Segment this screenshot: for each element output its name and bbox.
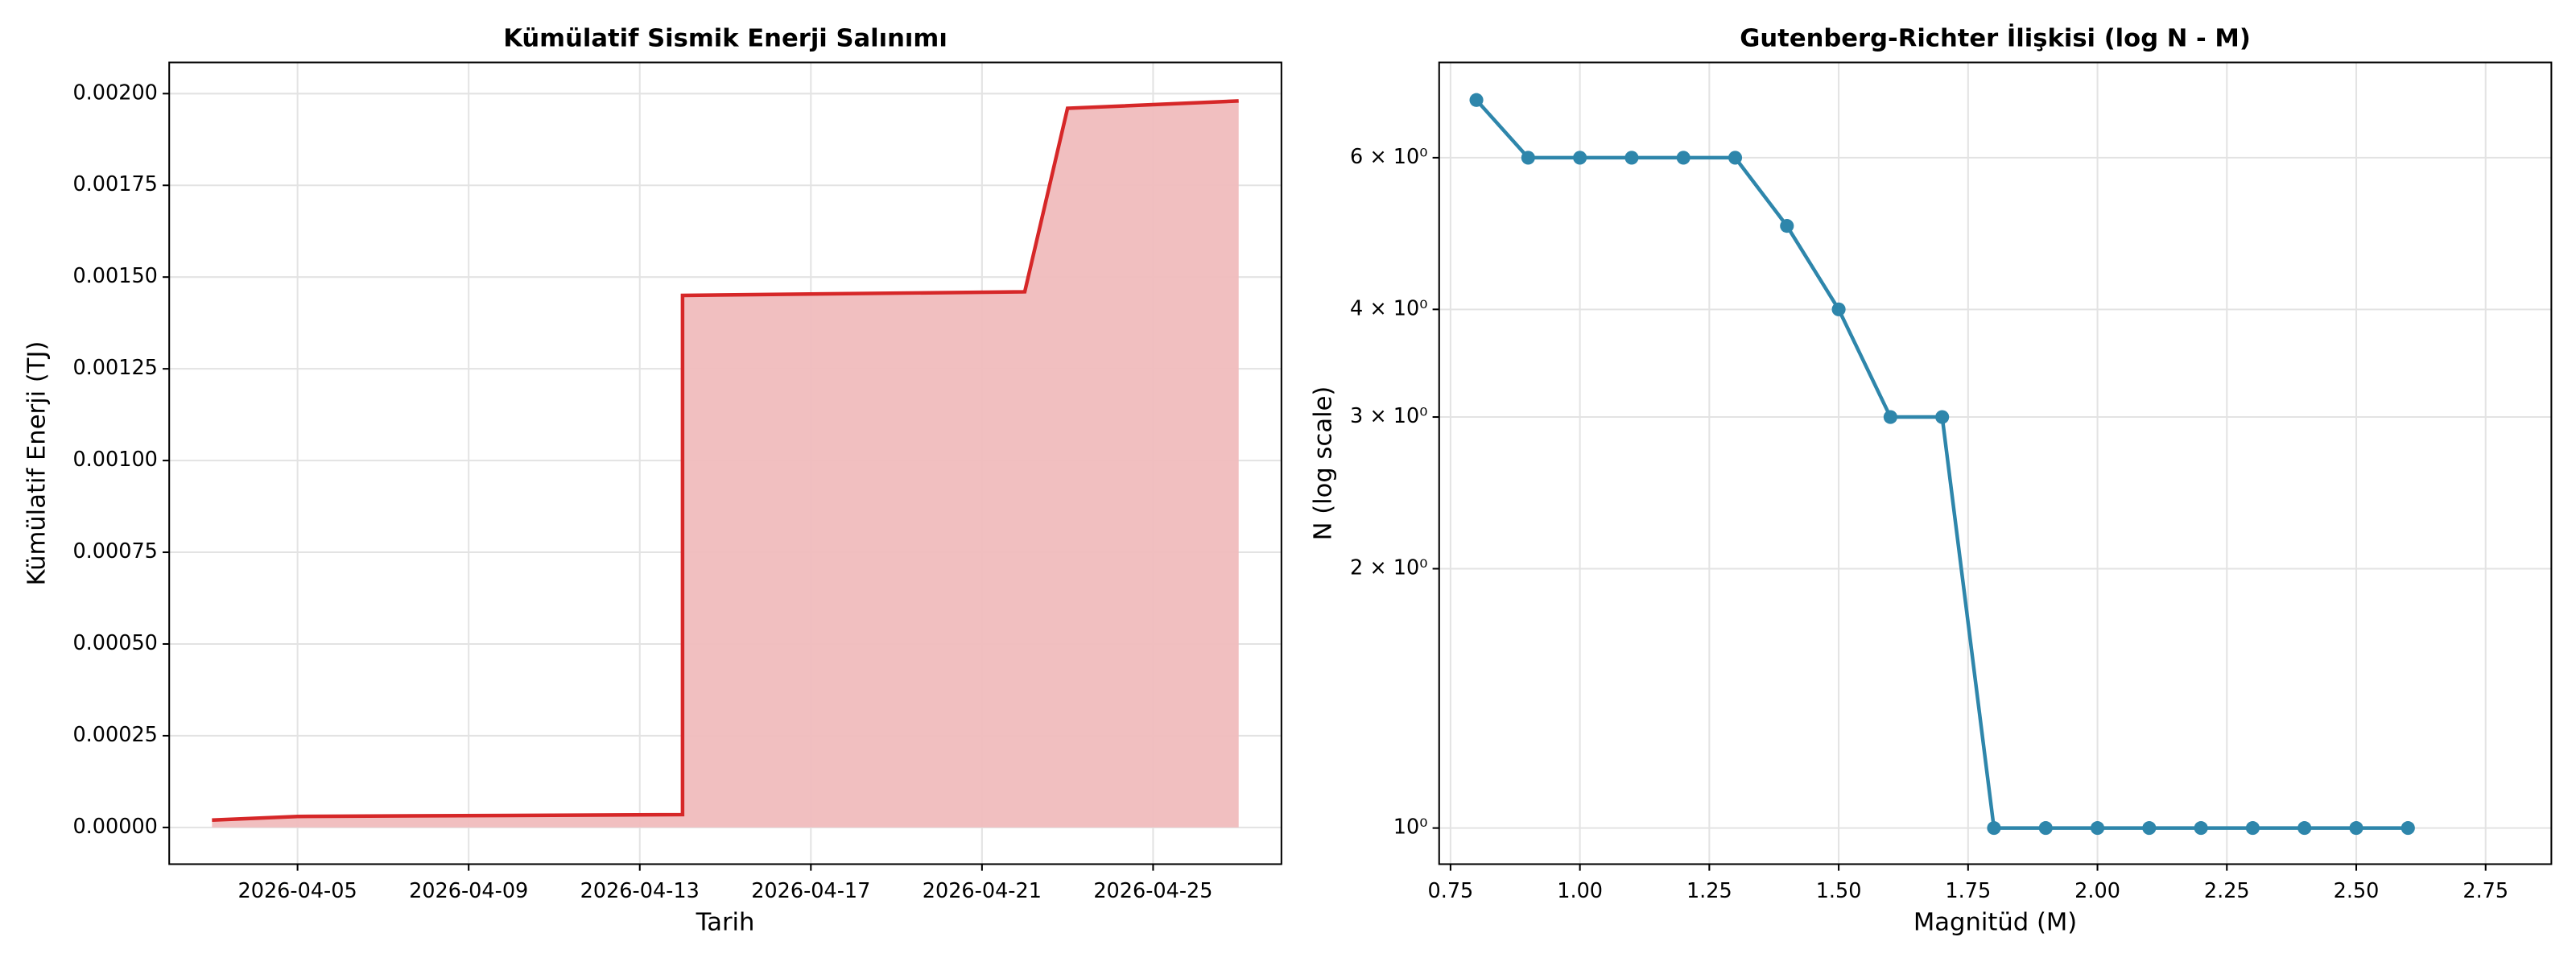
marker xyxy=(1728,151,1743,165)
y-tick-label: 0.00175 xyxy=(72,172,157,196)
y-tick-label: 0.00150 xyxy=(72,264,157,288)
marker xyxy=(2142,821,2157,836)
area-fill xyxy=(212,101,1239,828)
x-tick-label: 1.75 xyxy=(1945,879,1991,903)
marker xyxy=(1521,151,1535,165)
marker xyxy=(2090,821,2105,836)
y-tick-label: 3 × 10⁰ xyxy=(1350,404,1427,428)
y-tick-label: 2 × 10⁰ xyxy=(1350,555,1427,580)
y-axis-label: Kümülatif Enerji (TJ) xyxy=(23,341,51,586)
x-tick-label: 2.75 xyxy=(2462,879,2508,903)
y-tick-label: 0.00125 xyxy=(72,356,157,380)
x-tick-label: 1.00 xyxy=(1557,879,1603,903)
x-tick-label: 2.00 xyxy=(2074,879,2120,903)
y-tick-label: 4 × 10⁰ xyxy=(1350,296,1427,320)
y-tick-label: 0.00050 xyxy=(72,631,157,655)
plot-frame xyxy=(168,61,1282,865)
marker xyxy=(2194,821,2208,836)
marker xyxy=(1676,151,1690,165)
chart-title: Gutenberg-Richter İlişkisi (log N - M) xyxy=(1740,23,2251,52)
y-tick-label: 6 × 10⁰ xyxy=(1350,145,1427,169)
line xyxy=(212,99,1239,823)
marker xyxy=(1469,93,1484,107)
x-tick-label: 2026-04-13 xyxy=(580,879,700,903)
marker xyxy=(2297,821,2312,836)
y-tick-label: 0.00075 xyxy=(72,539,157,564)
y-tick-label: 0.00000 xyxy=(72,815,157,839)
x-tick-label: 2026-04-05 xyxy=(238,879,357,903)
marker xyxy=(2349,821,2363,836)
x-tick-label: 2.50 xyxy=(2334,879,2380,903)
x-tick-label: 1.50 xyxy=(1816,879,1862,903)
y-tick-label: 0.00200 xyxy=(72,80,157,105)
marker xyxy=(1624,151,1639,165)
y-tick-label: 0.00025 xyxy=(72,723,157,747)
x-tick-label: 2026-04-17 xyxy=(751,879,870,903)
x-tick-label: 2.25 xyxy=(2204,879,2250,903)
plot-frame xyxy=(1438,61,2553,865)
marker xyxy=(1987,821,2001,836)
x-tick-label: 1.25 xyxy=(1686,879,1732,903)
x-axis-label: Tarih xyxy=(696,908,755,936)
x-tick-label: 0.75 xyxy=(1428,879,1474,903)
y-tick-label: 10⁰ xyxy=(1393,815,1428,840)
y-axis-label: N (log scale) xyxy=(1309,386,1337,541)
x-tick-label: 2026-04-21 xyxy=(923,879,1042,903)
plot-area xyxy=(1439,62,2552,865)
y-tick-label: 0.00100 xyxy=(72,448,157,472)
x-tick-label: 2026-04-25 xyxy=(1093,879,1212,903)
marker xyxy=(1883,410,1897,424)
marker xyxy=(1935,410,1950,424)
chart-title: Kümülatif Sismik Enerji Salınımı xyxy=(503,24,947,52)
marker xyxy=(1573,151,1587,165)
x-tick-label: 2026-04-09 xyxy=(409,879,528,903)
marker xyxy=(1831,302,1846,316)
marker xyxy=(2245,821,2260,836)
x-axis-label: Magnitüd (M) xyxy=(1913,908,2077,936)
marker xyxy=(1780,219,1794,233)
marker xyxy=(2038,821,2053,836)
marker xyxy=(2401,821,2415,836)
